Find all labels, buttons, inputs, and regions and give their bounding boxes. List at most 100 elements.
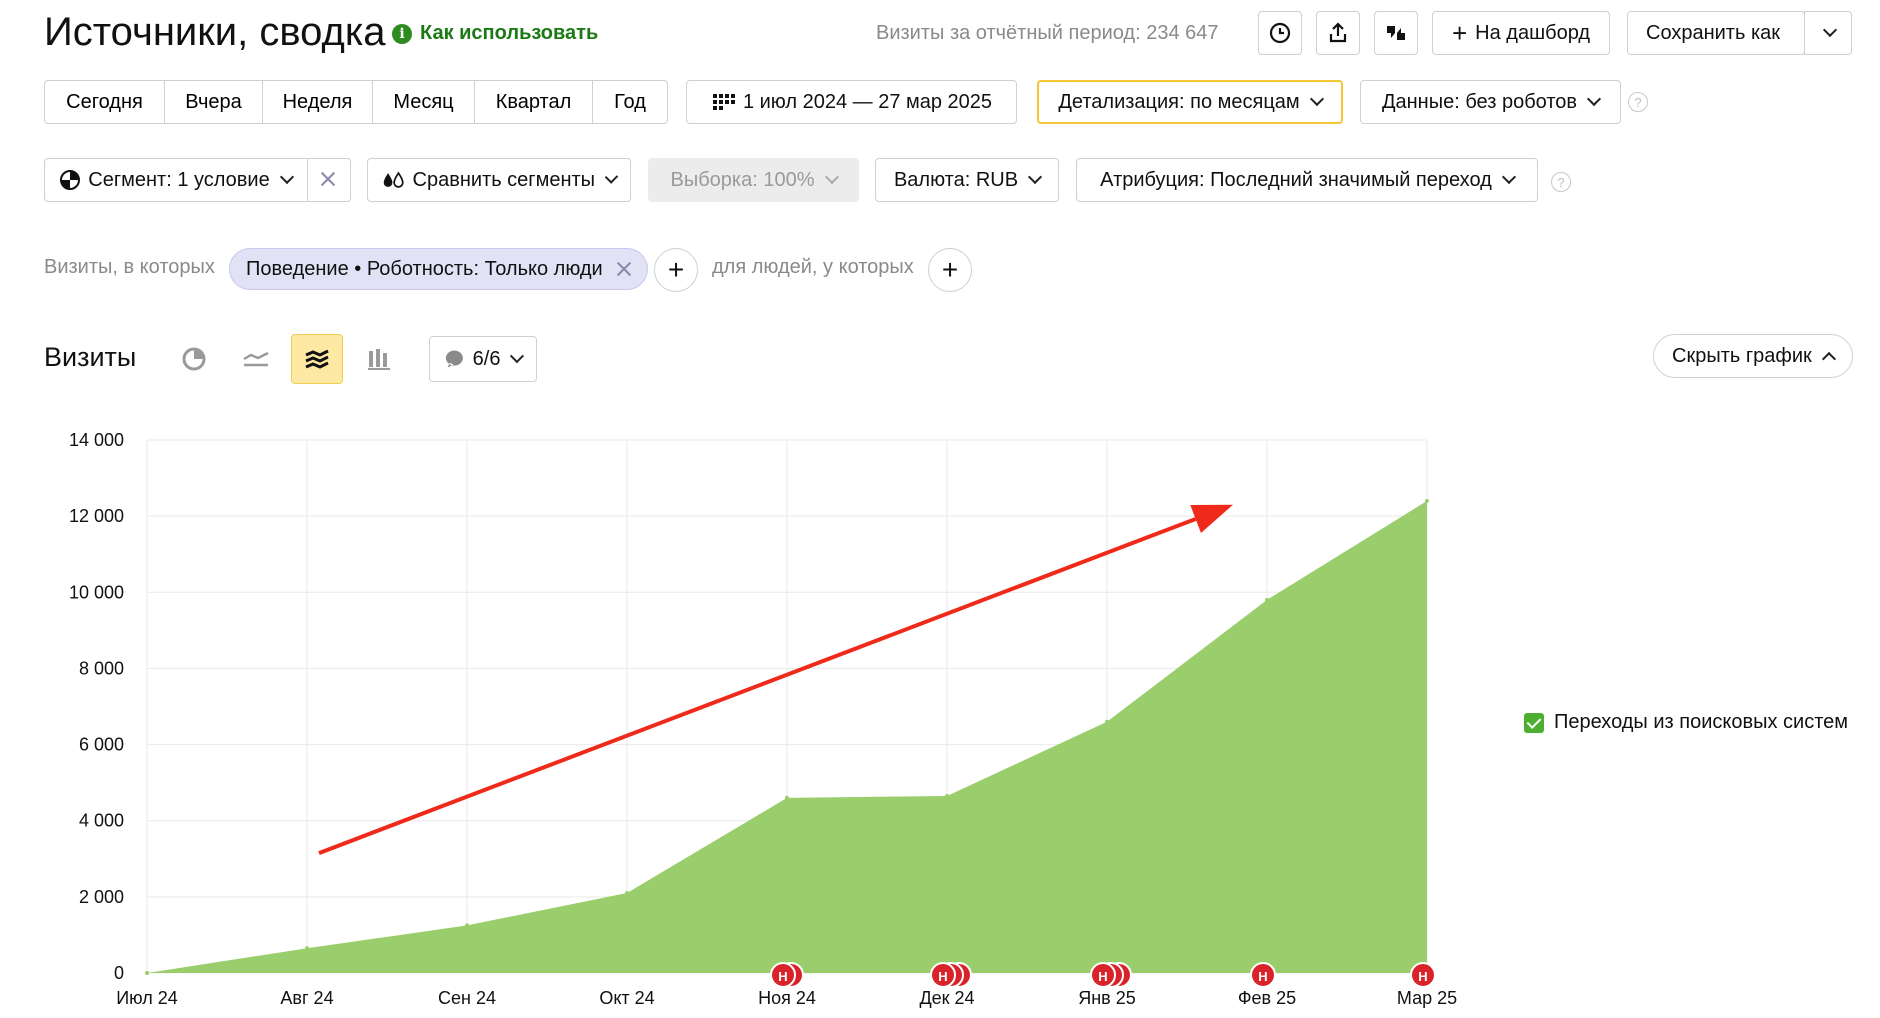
people-filter-label: для людей, у которых	[712, 256, 914, 278]
notes-dropdown[interactable]: 6/6	[429, 336, 537, 382]
plus-icon: +	[1451, 18, 1468, 48]
note-marker	[1410, 962, 1436, 988]
export-button[interactable]	[1316, 11, 1360, 55]
data-point	[1105, 719, 1109, 724]
info-icon: i	[392, 23, 412, 44]
sample-label: Выборка: 100%	[670, 168, 815, 191]
chevron-down-icon	[1027, 169, 1043, 185]
chart-legend[interactable]: Переходы из поисковых систем	[1524, 711, 1848, 734]
x-tick-label: Окт 24	[599, 988, 654, 1008]
api-button[interactable]	[1374, 11, 1418, 55]
chart-type-pie[interactable]	[168, 334, 220, 384]
note-marker-label: Н	[1418, 969, 1427, 984]
chevron-down-icon	[279, 169, 294, 185]
note-marker-label: Н	[778, 969, 787, 984]
detail-label: Детализация: по месяцам	[1058, 90, 1300, 113]
chart-title: Визиты	[44, 342, 137, 372]
compare-segments-dropdown[interactable]: Сравнить сегменты	[367, 158, 631, 202]
data-filter-label: Данные: без роботов	[1381, 90, 1578, 113]
pie-icon	[60, 170, 81, 190]
filter-chip[interactable]: Поведение • Роботность: Только люди	[229, 248, 648, 290]
page-title: Источники, сводка	[44, 10, 386, 54]
compare-label: Сравнить сегменты	[412, 168, 596, 191]
add-dashboard-label: На дашборд	[1475, 21, 1591, 44]
x-tick-label: Сен 24	[438, 988, 496, 1008]
y-tick-label: 0	[114, 963, 124, 983]
filter-prefix-label: Визиты, в которых	[44, 256, 215, 278]
add-visit-filter-button[interactable]: +	[654, 248, 698, 292]
notes-count: 6/6	[472, 347, 501, 370]
y-tick-label: 6 000	[79, 735, 124, 755]
calendar-icon	[712, 94, 735, 110]
x-tick-label: Авг 24	[280, 988, 333, 1008]
x-tick-label: Ноя 24	[758, 988, 816, 1008]
chevron-down-icon	[1822, 22, 1838, 38]
save-as-button[interactable]: Сохранить как	[1627, 11, 1805, 55]
chevron-down-icon	[1501, 169, 1516, 185]
x-tick-label: Мар 25	[1397, 988, 1457, 1008]
add-to-dashboard-button[interactable]: + На дашборд	[1432, 11, 1610, 55]
data-filter-dropdown[interactable]: Данные: без роботов	[1360, 80, 1621, 124]
period-year[interactable]: Год	[614, 90, 646, 113]
compare-drops-icon	[383, 171, 404, 188]
y-tick-label: 4 000	[79, 811, 124, 831]
data-point	[305, 946, 309, 951]
pie-chart-icon	[182, 347, 206, 371]
chevron-down-icon	[824, 169, 839, 185]
chart-type-area[interactable]	[291, 334, 343, 384]
note-marker-label: Н	[1258, 969, 1267, 984]
close-icon	[321, 172, 337, 188]
period-quarter[interactable]: Квартал	[475, 81, 593, 123]
chevron-down-icon	[1309, 91, 1324, 107]
data-point	[1265, 597, 1269, 602]
clock-icon	[1269, 22, 1291, 44]
area-series-search	[147, 500, 1427, 973]
data-point	[785, 795, 789, 800]
y-tick-label: 8 000	[79, 658, 124, 678]
chart-type-bar[interactable]	[353, 334, 405, 384]
detail-dropdown[interactable]: Детализация: по месяцам	[1037, 80, 1343, 124]
segment-dropdown[interactable]: Сегмент: 1 условие	[44, 158, 308, 202]
legend-series-label: Переходы из поисковых систем	[1554, 711, 1849, 733]
attribution-dropdown[interactable]: Атрибуция: Последний значимый переход	[1076, 158, 1538, 202]
api-icon	[1387, 26, 1405, 40]
chart-type-line[interactable]	[230, 334, 282, 384]
chevron-down-icon	[510, 349, 525, 363]
help-icon[interactable]: ?	[1628, 92, 1648, 112]
period-today[interactable]: Сегодня	[45, 81, 165, 123]
data-point	[945, 793, 949, 798]
filter-chip-label: Поведение • Роботность: Только люди	[246, 257, 603, 280]
currency-dropdown[interactable]: Валюта: RUB	[875, 158, 1059, 202]
legend-checkbox[interactable]	[1524, 712, 1544, 733]
hide-chart-button[interactable]: Скрыть график	[1653, 334, 1853, 378]
segment-label: Сегмент: 1 условие	[88, 168, 270, 191]
how-to-use-label: Как использовать	[420, 22, 599, 44]
chevron-down-icon	[604, 170, 619, 184]
date-range-picker[interactable]: 1 июл 2024 — 27 мар 2025	[686, 80, 1017, 124]
sample-dropdown: Выборка: 100%	[648, 158, 859, 202]
chevron-up-icon	[1821, 351, 1836, 367]
period-week[interactable]: Неделя	[263, 81, 373, 123]
segment-clear-button[interactable]	[307, 158, 351, 202]
history-button[interactable]	[1258, 11, 1302, 55]
how-to-use-link[interactable]: i Как использовать	[392, 22, 598, 45]
period-month[interactable]: Месяц	[373, 81, 475, 123]
hide-chart-label: Скрыть график	[1672, 344, 1812, 367]
area-chart-icon	[305, 349, 329, 369]
remove-filter-icon[interactable]	[617, 262, 631, 276]
area-chart: 0 2 000 4 000 6 000 8 000 10 000 12 000 14 000 И…	[69, 430, 1457, 1008]
currency-label: Валюта: RUB	[893, 168, 1019, 191]
x-tick-label: Дек 24	[919, 988, 974, 1008]
attribution-label: Атрибуция: Последний значимый переход	[1100, 168, 1492, 191]
x-tick-label: Янв 25	[1078, 988, 1136, 1008]
trend-arrow-head	[1190, 504, 1233, 533]
save-as-dropdown[interactable]	[1804, 11, 1852, 55]
add-people-filter-button[interactable]: +	[928, 248, 972, 292]
note-marker	[1250, 962, 1276, 988]
help-icon[interactable]: ?	[1551, 172, 1571, 192]
bar-chart-icon	[368, 349, 390, 370]
period-yesterday[interactable]: Вчера	[165, 81, 263, 123]
note-marker	[1090, 962, 1116, 988]
line-chart-icon	[243, 351, 269, 367]
chevron-down-icon	[1586, 91, 1602, 107]
